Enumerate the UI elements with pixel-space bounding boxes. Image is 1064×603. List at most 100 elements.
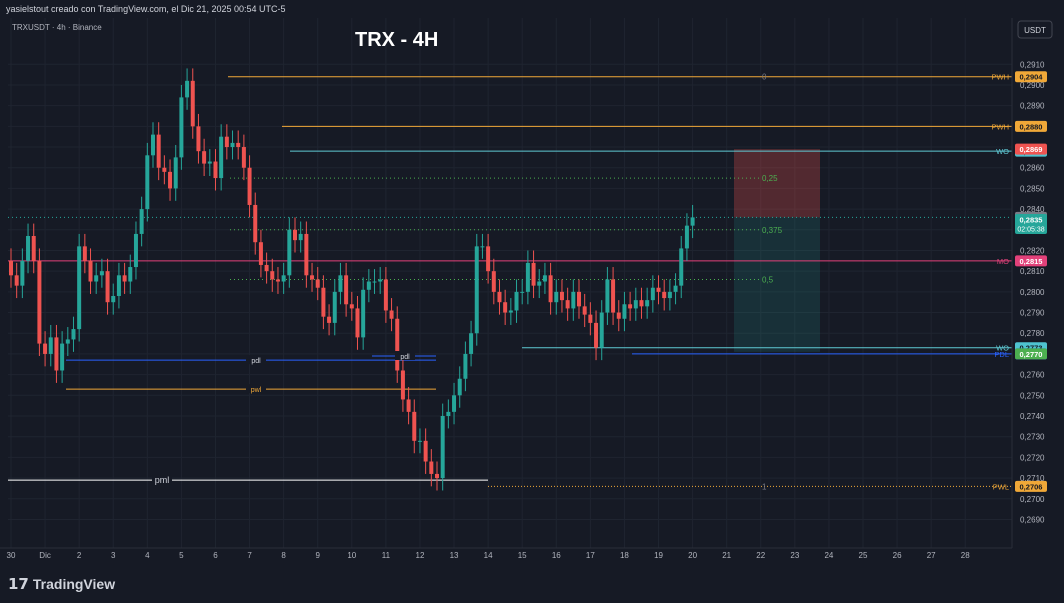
price-tick-label: 0,2760 [1020, 371, 1045, 380]
candle-body [565, 300, 570, 309]
candle-body [463, 353, 468, 379]
time-tick-label: 4 [145, 551, 150, 560]
candle-body [497, 291, 502, 303]
currency-button[interactable] [1017, 20, 1053, 39]
price-tag [1015, 213, 1047, 234]
price-tag [1015, 143, 1047, 155]
time-tick-label: Dic [39, 551, 51, 560]
candle-body [599, 312, 604, 348]
level-label: MO [997, 257, 1009, 266]
candle-body [446, 411, 451, 416]
candle-body [395, 318, 400, 371]
session-label-bg [246, 355, 266, 365]
time-tick-label: 7 [247, 551, 252, 560]
time-tick-label: 6 [213, 551, 218, 560]
candle-body [281, 275, 286, 282]
time-tick-label: 19 [654, 551, 663, 560]
fib-label: 0,5 [762, 275, 774, 284]
candle-body [429, 461, 434, 474]
candle-body [304, 233, 309, 276]
candle-body [20, 260, 25, 286]
candle-body [383, 279, 388, 311]
price-tick-label: 0,2730 [1020, 433, 1045, 442]
candle-body [406, 399, 411, 412]
candle-body [684, 225, 689, 249]
candle-body [605, 279, 610, 313]
candle-body [145, 155, 150, 210]
candle-body [639, 300, 644, 307]
price-tag [1015, 255, 1047, 267]
time-tick-label: 10 [347, 551, 356, 560]
level-label: PWL [993, 482, 1009, 491]
candle-body [514, 291, 519, 311]
candle-body [486, 246, 491, 272]
price-tick-label: 0,2750 [1020, 391, 1045, 400]
price-tick-label: 0,2850 [1020, 184, 1045, 193]
price-tick-label: 0,2780 [1020, 329, 1045, 338]
price-tag [1015, 120, 1047, 132]
time-tick-label: 14 [484, 551, 493, 560]
candle-body [491, 271, 496, 292]
candle-body [139, 209, 144, 234]
chart-title: TRX - 4H [355, 29, 438, 51]
time-tick-label: 5 [179, 551, 184, 560]
candle-body [457, 378, 462, 396]
candle-body [26, 236, 31, 261]
price-tag [1015, 480, 1047, 492]
candle-body [241, 147, 246, 168]
time-tick-label: 18 [620, 551, 629, 560]
price-tick-label: 0,2800 [1020, 288, 1045, 297]
candle-body [435, 473, 439, 479]
session-label-bg [246, 384, 266, 394]
candle-body [310, 275, 315, 280]
price-tick-label: 0,2810 [1020, 267, 1045, 276]
session-label: pdl [400, 354, 410, 361]
candle-body [156, 134, 161, 168]
candle-body [173, 157, 178, 189]
candle-body [679, 248, 684, 286]
candle-body [275, 279, 280, 282]
time-tick-label: 2 [77, 551, 82, 560]
candle-body [71, 329, 76, 340]
candle-body [361, 289, 366, 338]
candle-body [202, 151, 207, 164]
candle-body [122, 275, 127, 282]
price-tag-label: 0,2835 [1020, 215, 1043, 224]
candle-body [417, 440, 422, 442]
candle-body [43, 343, 48, 354]
price-tag-label: 0,2869 [1020, 145, 1043, 154]
candle-body [531, 262, 536, 286]
candle-body [151, 134, 155, 156]
time-tick-label: 23 [790, 551, 799, 560]
candle-body [9, 260, 13, 276]
candle-body [503, 302, 508, 313]
candle-body [650, 287, 655, 301]
candle-body [622, 304, 627, 319]
chart-labels: 0 0,25 0,375 0,5 1 pdl pdl pwl pml [152, 73, 783, 491]
candle-body [616, 312, 621, 319]
candle-body [423, 440, 428, 462]
candle-body [48, 337, 53, 354]
time-tick-label: 15 [518, 551, 527, 560]
level-label: PDL [994, 350, 1009, 359]
candle-body [133, 233, 138, 268]
candle-body [77, 246, 82, 330]
price-tag-label: 0,2904 [1020, 73, 1044, 82]
level-label: WO [996, 344, 1009, 353]
price-tag-label: 0,2880 [1020, 122, 1043, 131]
candle-body [14, 275, 19, 286]
candle-body [633, 300, 638, 309]
time-tick-label: 21 [722, 551, 731, 560]
candle-body [111, 296, 116, 303]
candle-body [116, 275, 121, 296]
candle-body [525, 262, 530, 292]
time-axis[interactable]: 30 Dic 2 3 4 5 6 7 8 9 10 11 12 13 14 15 16 17 18 19 20 21 22 2… [7, 551, 971, 560]
candle-body [372, 281, 377, 283]
tradingview-logo[interactable]: 17 TradingView [8, 575, 115, 593]
candle-body [559, 291, 564, 301]
candle-body [474, 246, 479, 334]
price-tick-label: 0,2820 [1020, 246, 1045, 255]
candle-body [656, 287, 661, 292]
candle-body [645, 300, 650, 307]
